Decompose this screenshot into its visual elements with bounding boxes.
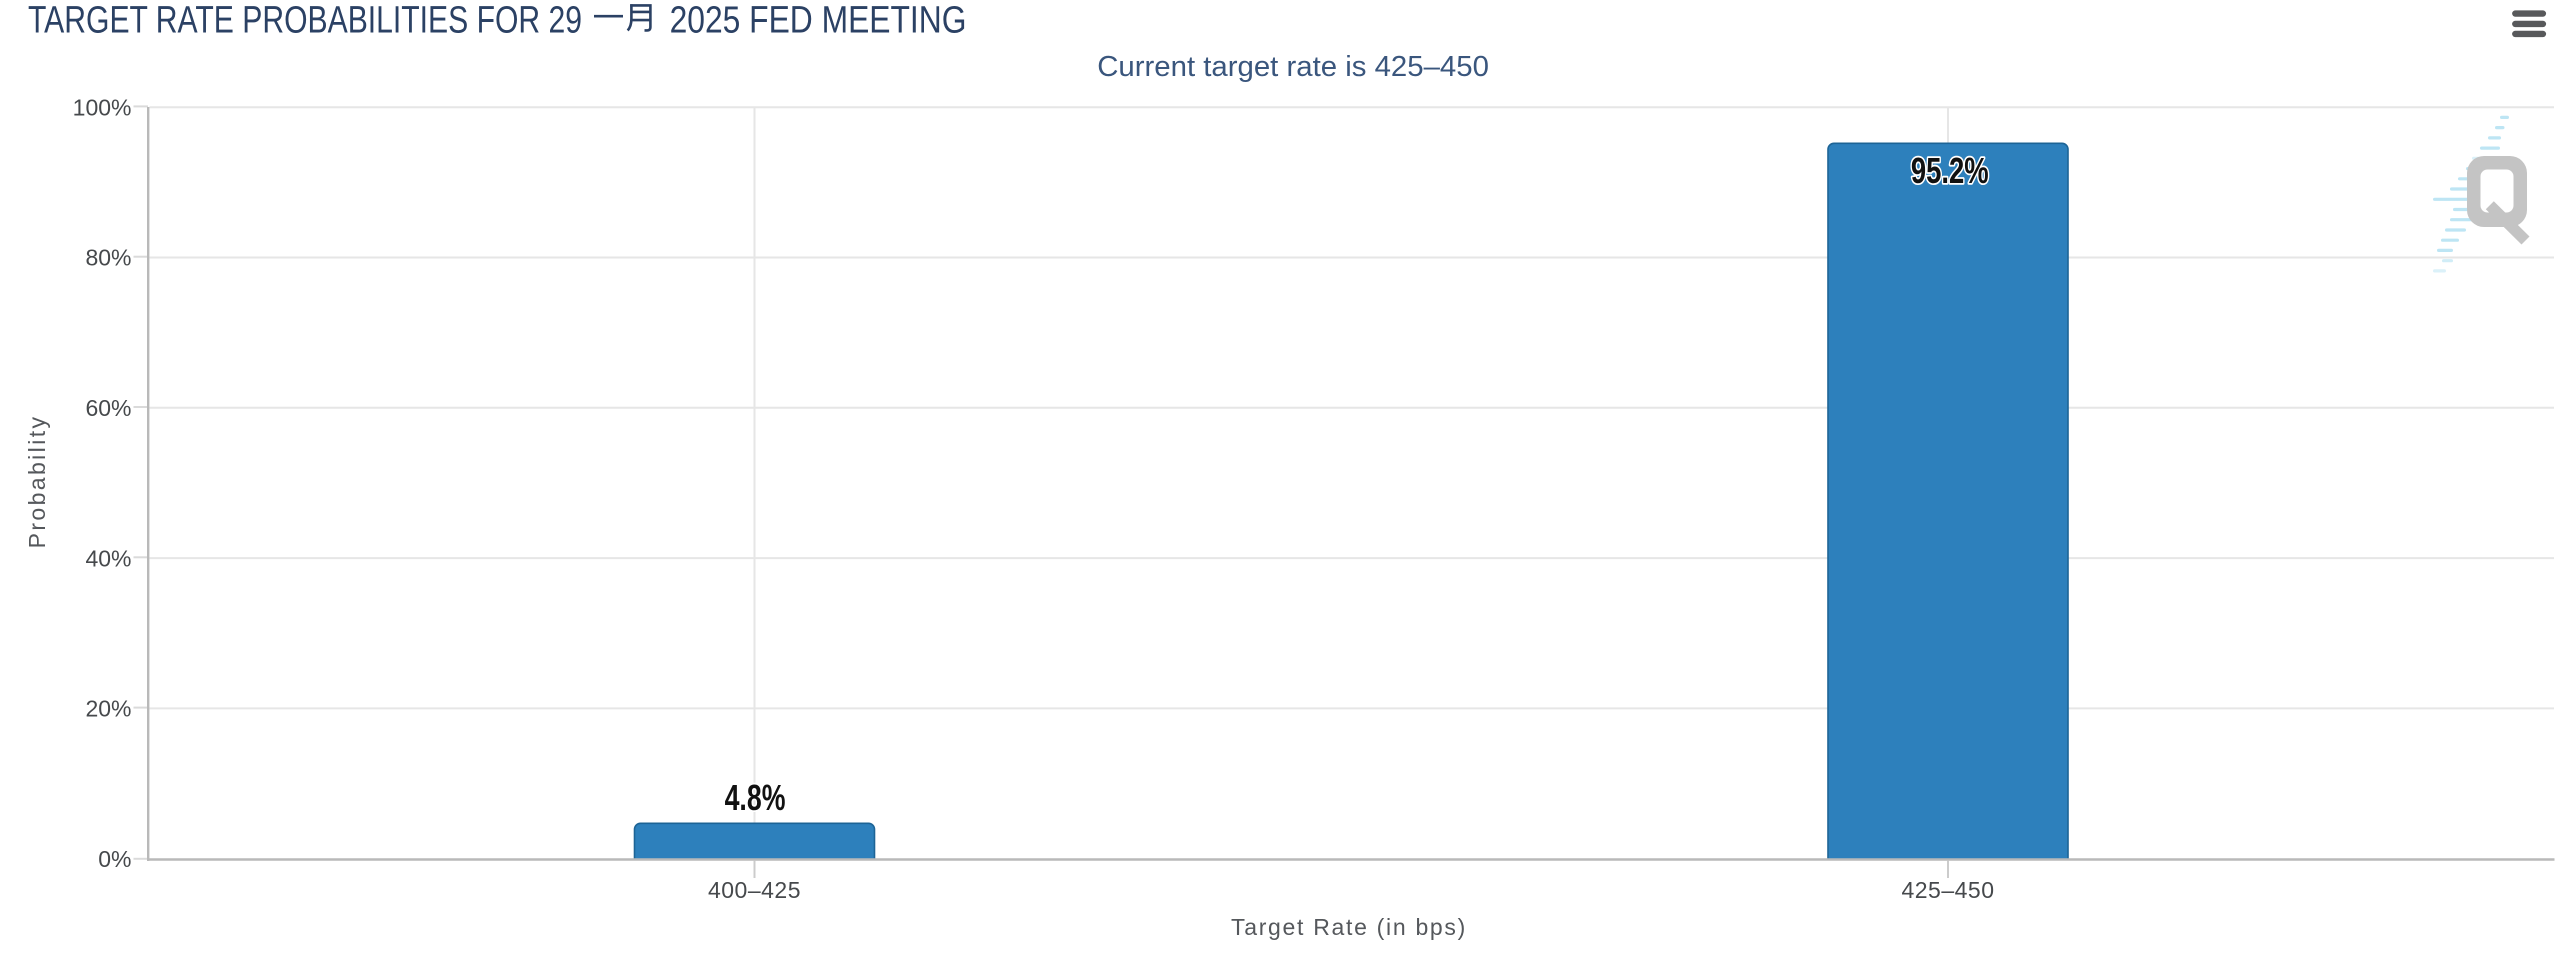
svg-text:TARGET RATE PROBABILITIES FOR: TARGET RATE PROBABILITIES FOR 29	[28, 0, 582, 41]
svg-text:4.8%: 4.8%	[725, 777, 786, 818]
svg-text:40%: 40%	[85, 545, 131, 571]
svg-text:2025 FED MEETING: 2025 FED MEETING	[670, 0, 967, 41]
svg-text:60%: 60%	[85, 395, 131, 421]
svg-text:Target Rate (in bps): Target Rate (in bps)	[1231, 914, 1467, 940]
svg-text:95.2%: 95.2%	[1911, 150, 1989, 190]
svg-text:100%: 100%	[73, 94, 132, 120]
svg-text:80%: 80%	[85, 245, 131, 271]
svg-text:Current target rate is 425–450: Current target rate is 425–450	[1097, 51, 1489, 83]
svg-text:425–450: 425–450	[1901, 877, 1994, 903]
svg-text:0%: 0%	[98, 846, 131, 872]
svg-text:Probability: Probability	[24, 415, 50, 549]
svg-text:20%: 20%	[85, 696, 131, 722]
svg-text:400–425: 400–425	[708, 877, 801, 903]
